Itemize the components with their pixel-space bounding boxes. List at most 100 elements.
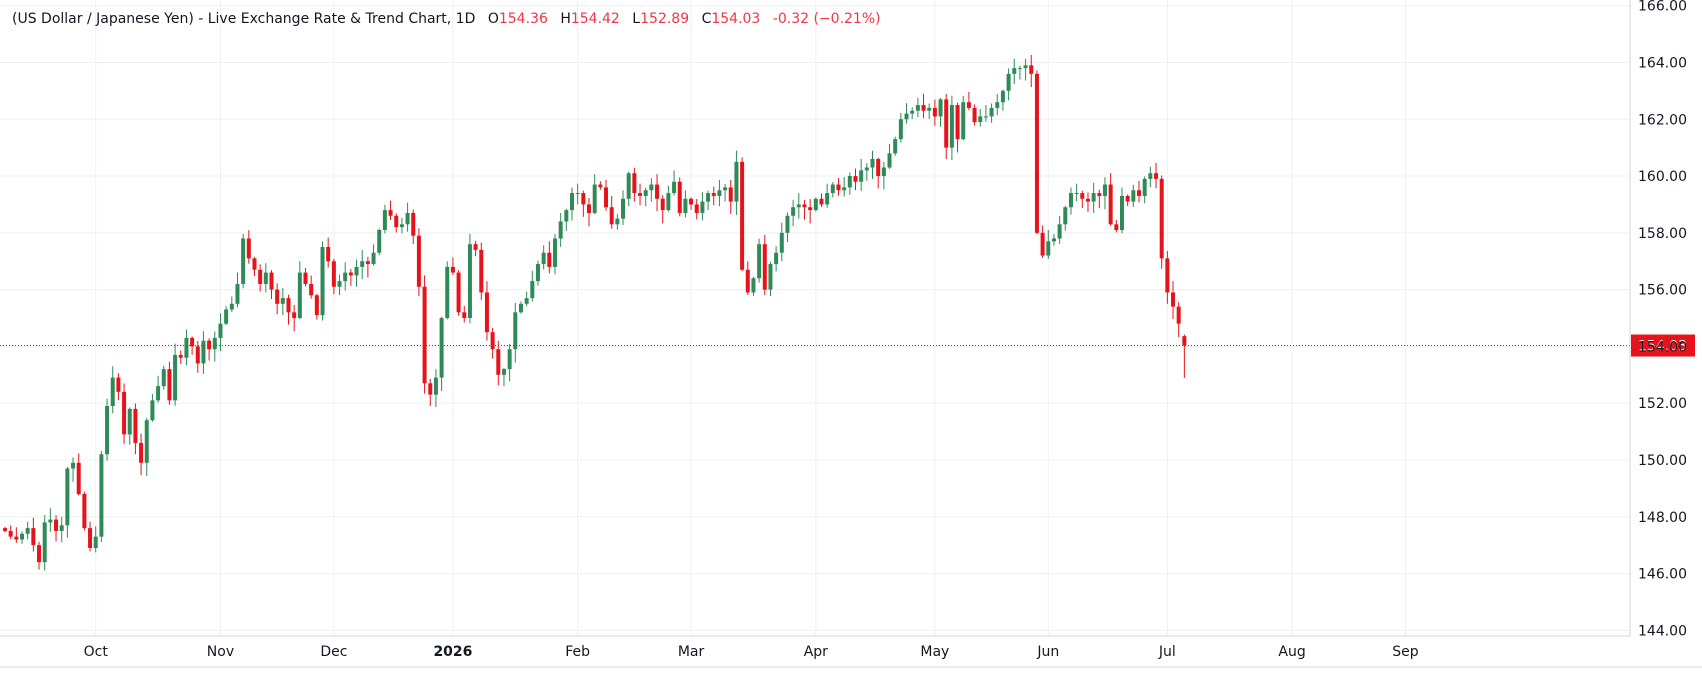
x-tick-label: Apr [804, 644, 828, 660]
candle-body [501, 369, 506, 375]
candle-body [1114, 224, 1119, 230]
candle [1108, 173, 1113, 226]
legend-change: -0.32 (−0.21%) [772, 11, 881, 27]
candle-body [904, 113, 909, 120]
candle-body [677, 181, 682, 213]
candle-body [246, 238, 251, 259]
x-tick-label: Feb [565, 644, 590, 660]
candle [978, 109, 983, 127]
candle [1074, 183, 1079, 202]
candle [411, 209, 416, 245]
candle [949, 95, 954, 160]
candle [921, 93, 926, 119]
candle [156, 375, 161, 403]
candle [433, 369, 438, 408]
candle-body [320, 247, 325, 316]
legend-open-value: 154.36 [498, 11, 548, 27]
x-tick-label: 2026 [433, 644, 472, 660]
candle [37, 541, 42, 570]
candle [768, 261, 773, 296]
candle [1046, 229, 1051, 259]
legend-title: (US Dollar / Japanese Yen) - Live Exchan… [12, 11, 476, 27]
candle [552, 234, 557, 275]
candle-body [887, 153, 892, 168]
candle-body [672, 181, 677, 194]
candle-body [558, 221, 563, 239]
last-price-badge [1631, 334, 1695, 357]
candle-body [774, 252, 779, 265]
candle [1165, 250, 1170, 304]
x-tick-label: Jul [1158, 644, 1176, 660]
candle [1063, 205, 1068, 231]
candle-body [552, 238, 557, 267]
legend-high-value: 154.42 [570, 11, 620, 27]
y-tick-label: 156.00 [1638, 283, 1687, 299]
candle [518, 301, 523, 314]
candle [54, 515, 59, 542]
candle [581, 190, 586, 217]
candle [989, 103, 994, 123]
candle [428, 378, 433, 407]
y-axis[interactable]: 144.00 146.00 148.00 150.00 152.00 154.00 156.… [1629, 0, 1687, 639]
candle-body [229, 303, 234, 310]
candle [626, 171, 631, 207]
candle [677, 177, 682, 217]
candle [1148, 166, 1153, 188]
candle [1091, 182, 1096, 213]
candle [717, 179, 722, 207]
candle [757, 238, 762, 283]
candle-body [1029, 65, 1034, 74]
candle-body [1137, 190, 1141, 196]
candle-body [598, 184, 603, 188]
candle [847, 172, 852, 195]
candle-body [116, 377, 121, 392]
candle [621, 190, 626, 226]
candle-body [604, 187, 609, 208]
x-axis[interactable]: Oct Nov Dec 2026 Feb Mar Apr May Jun Jul Aug Sep [0, 635, 1702, 668]
candle-body [983, 116, 988, 118]
candle-body [643, 190, 648, 196]
candle-body [416, 235, 421, 287]
candle-body [365, 261, 370, 265]
candle-body [59, 525, 64, 531]
candle [42, 515, 47, 571]
candle [439, 316, 444, 391]
candle [297, 261, 302, 320]
candle-body [791, 207, 796, 216]
candle [1131, 184, 1136, 207]
candle [779, 222, 784, 262]
candle-body [649, 184, 654, 191]
candle-body [14, 536, 19, 540]
candle [796, 193, 801, 219]
candle-body [949, 105, 954, 148]
candle-body [462, 312, 467, 318]
candle-body [1108, 184, 1113, 225]
candle-body [655, 184, 660, 199]
candle [399, 217, 404, 234]
candle [745, 261, 750, 295]
candle [694, 199, 699, 220]
candle [972, 104, 977, 126]
candle [547, 241, 552, 274]
candle [1029, 54, 1034, 88]
candle [422, 275, 427, 394]
candle [144, 417, 149, 477]
candle [734, 150, 739, 215]
candle [201, 331, 206, 374]
candle [881, 162, 886, 190]
candle-body [405, 212, 410, 225]
candle-body [445, 266, 450, 318]
candle [700, 192, 705, 221]
candle-body [978, 116, 983, 123]
candle-body [944, 99, 949, 148]
candle [638, 183, 643, 206]
candle-body [518, 303, 523, 313]
candle-body [348, 272, 353, 276]
candle [1012, 58, 1017, 85]
candle [927, 103, 932, 120]
candle-body [1068, 193, 1073, 208]
candle-body [847, 176, 852, 188]
candle-body [1085, 198, 1090, 202]
